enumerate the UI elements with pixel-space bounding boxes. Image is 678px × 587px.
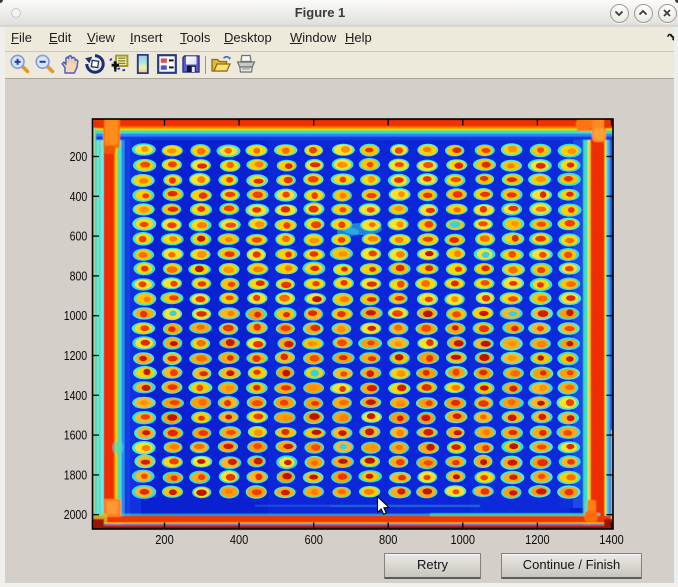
- svg-text:1800: 1800: [64, 468, 88, 482]
- svg-text:800: 800: [379, 532, 398, 547]
- svg-text:1000: 1000: [451, 532, 476, 547]
- svg-text:800: 800: [70, 269, 88, 283]
- svg-text:1200: 1200: [64, 349, 88, 363]
- svg-text:2000: 2000: [64, 508, 88, 522]
- svg-text:200: 200: [70, 150, 88, 164]
- svg-text:200: 200: [155, 532, 174, 547]
- svg-text:400: 400: [70, 190, 88, 204]
- svg-text:400: 400: [230, 532, 249, 547]
- svg-text:600: 600: [70, 230, 88, 244]
- svg-text:1400: 1400: [64, 389, 88, 403]
- svg-text:1200: 1200: [525, 532, 550, 547]
- svg-text:1600: 1600: [64, 429, 88, 443]
- svg-text:1400: 1400: [599, 532, 624, 547]
- svg-text:1000: 1000: [64, 309, 88, 323]
- svg-text:600: 600: [304, 532, 323, 547]
